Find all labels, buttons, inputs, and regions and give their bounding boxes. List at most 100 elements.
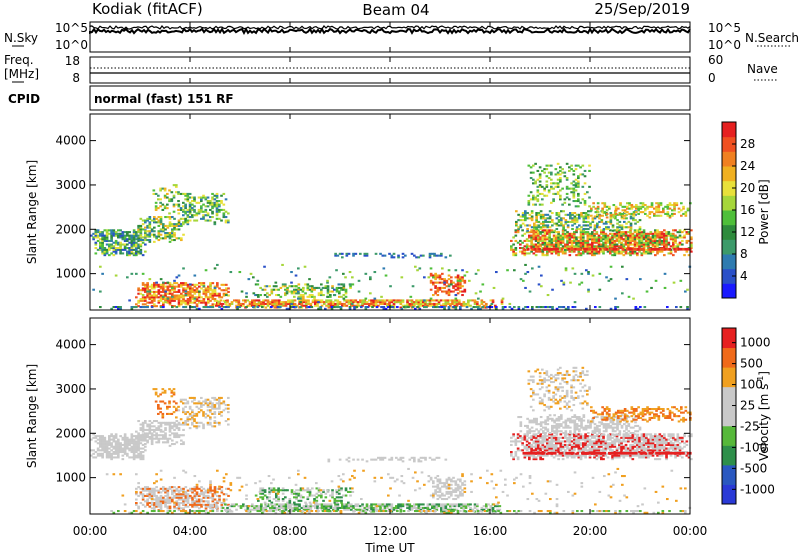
range-gate-cell <box>282 302 286 305</box>
range-gate-cell <box>438 274 442 277</box>
range-gate-cell <box>616 213 619 216</box>
range-gate-cell <box>610 214 613 217</box>
range-gate-cell <box>422 302 425 305</box>
range-gate-cell <box>530 245 533 248</box>
range-gate-cell <box>388 299 391 302</box>
range-gate-cell <box>193 418 196 421</box>
range-gate-cell <box>552 239 556 242</box>
range-gate-cell <box>195 502 199 505</box>
range-gate-cell <box>162 486 165 489</box>
range-gate-cell <box>347 501 350 504</box>
range-gate-cell <box>638 239 641 242</box>
range-gate-cell <box>184 505 188 508</box>
range-gate-cell <box>402 306 406 309</box>
range-gate-cell <box>618 220 622 223</box>
range-gate-cell <box>150 298 154 301</box>
range-gate-cell <box>297 286 301 289</box>
range-gate-cell <box>597 236 601 239</box>
range-gate-cell <box>137 287 140 290</box>
range-gate-cell <box>550 245 554 248</box>
range-gate-cell <box>157 404 160 407</box>
range-gate-cell <box>583 200 587 203</box>
range-gate-cell <box>137 230 140 233</box>
range-gate-cell <box>257 304 261 307</box>
range-gate-cell <box>665 245 668 248</box>
range-gate-cell <box>455 299 459 302</box>
range-gate-cell <box>515 220 518 223</box>
range-gate-cell <box>542 213 545 216</box>
range-gate-cell <box>150 494 154 497</box>
range-gate-cell <box>114 243 118 246</box>
range-gate-cell <box>468 279 471 282</box>
range-gate-cell <box>247 278 251 281</box>
range-gate-cell <box>436 294 440 297</box>
range-gate-cell <box>144 296 147 299</box>
range-gate-cell <box>184 292 188 295</box>
range-gate-cell <box>99 245 102 248</box>
range-gate-cell <box>189 494 192 497</box>
range-gate-cell <box>552 236 556 239</box>
range-gate-cell <box>182 493 185 496</box>
range-gate-cell <box>446 301 450 304</box>
range-gate-cell <box>423 306 426 309</box>
range-gate-cell <box>163 189 167 192</box>
range-gate-cell <box>441 306 444 309</box>
range-gate-cell <box>450 290 453 293</box>
range-gate-cell <box>595 245 599 248</box>
range-gate-cell <box>108 456 111 459</box>
range-gate-cell <box>288 285 292 288</box>
range-gate-cell <box>640 236 644 239</box>
range-gate-cell <box>209 299 212 302</box>
range-gate-cell <box>634 219 637 222</box>
range-gate-cell <box>103 440 107 443</box>
nsearch-label: N.Search <box>745 31 799 45</box>
range-gate-cell <box>572 184 576 187</box>
range-gate-cell <box>573 238 576 241</box>
range-gate-cell <box>417 304 421 307</box>
range-gate-cell <box>587 288 590 291</box>
range-gate-cell <box>159 283 163 286</box>
range-gate-cell <box>334 304 337 307</box>
range-gate-cell <box>144 289 147 292</box>
range-gate-cell <box>674 245 677 248</box>
range-gate-cell <box>306 286 310 289</box>
range-gate-cell <box>146 282 149 285</box>
range-gate-cell <box>365 503 369 506</box>
range-gate-cell <box>347 252 351 255</box>
range-gate-cell <box>347 301 351 304</box>
range-gate-cell <box>99 449 102 452</box>
range-gate-cell <box>526 271 530 274</box>
range-gate-cell <box>658 239 662 242</box>
range-gate-cell <box>618 250 621 253</box>
range-gate-cell <box>657 214 661 217</box>
range-gate-cell <box>206 398 210 401</box>
range-gate-cell <box>191 290 194 293</box>
range-gate-cell <box>467 304 470 307</box>
range-gate-cell <box>682 207 685 210</box>
range-gate-cell <box>164 285 167 288</box>
range-gate-cell <box>587 224 590 227</box>
range-gate-cell <box>153 292 156 295</box>
range-gate-cell <box>249 272 253 275</box>
range-gate-cell <box>624 236 628 239</box>
range-gate-cell <box>564 245 567 248</box>
range-gate-cell <box>326 295 329 298</box>
range-gate-cell <box>609 265 613 268</box>
range-gate-cell <box>179 207 183 210</box>
range-gate-cell <box>206 414 210 417</box>
range-gate-cell <box>605 205 609 208</box>
range-gate-cell <box>164 498 167 501</box>
range-gate-cell <box>222 493 226 496</box>
range-gate-cell <box>640 243 644 246</box>
range-gate-cell <box>557 252 560 255</box>
range-gate-cell <box>334 299 337 302</box>
range-gate-cell <box>157 412 160 415</box>
range-gate-cell <box>246 304 250 307</box>
range-gate-cell <box>157 290 161 293</box>
range-gate-cell <box>453 508 457 511</box>
range-gate-cell <box>438 276 442 279</box>
range-gate-cell <box>438 286 442 289</box>
range-gate-cell <box>275 494 278 497</box>
range-gate-cell <box>461 285 464 288</box>
range-gate-cell <box>326 279 329 282</box>
